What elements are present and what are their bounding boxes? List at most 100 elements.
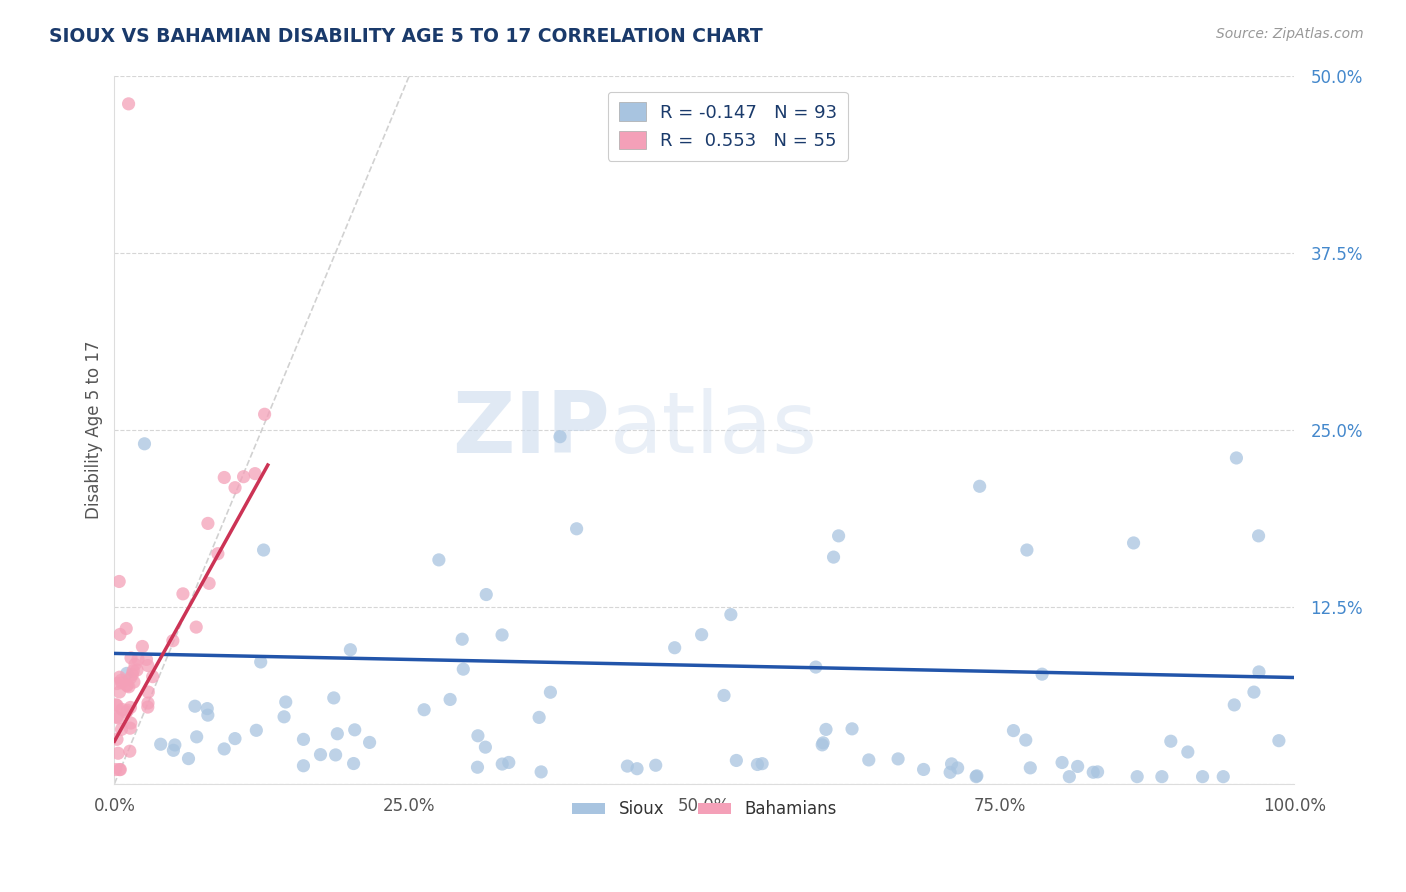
Point xyxy=(1247,529,1270,543)
Point xyxy=(120,651,142,665)
Point xyxy=(149,737,172,751)
Point xyxy=(1122,536,1144,550)
Point xyxy=(713,689,735,703)
Point xyxy=(343,723,366,737)
Point xyxy=(887,752,910,766)
Point xyxy=(1031,667,1053,681)
Point xyxy=(108,574,131,589)
Point xyxy=(467,760,489,774)
Point xyxy=(474,740,496,755)
Point xyxy=(747,757,769,772)
Point xyxy=(127,652,149,666)
Point xyxy=(108,627,131,641)
Point xyxy=(111,675,134,690)
Point xyxy=(224,481,246,495)
Point xyxy=(292,732,315,747)
Point xyxy=(125,663,148,677)
Point xyxy=(966,769,988,783)
Point xyxy=(413,703,436,717)
Point xyxy=(104,698,127,712)
Text: SIOUX VS BAHAMIAN DISABILITY AGE 5 TO 17 CORRELATION CHART: SIOUX VS BAHAMIAN DISABILITY AGE 5 TO 17… xyxy=(49,27,763,45)
Point xyxy=(359,735,381,749)
Point xyxy=(224,731,246,746)
Point xyxy=(107,746,129,760)
Point xyxy=(690,627,713,641)
Point xyxy=(626,762,648,776)
Point xyxy=(969,479,991,493)
Point xyxy=(195,701,218,715)
Point xyxy=(105,676,128,690)
Point xyxy=(1150,770,1173,784)
Point xyxy=(186,620,208,634)
Point xyxy=(124,657,146,672)
Point xyxy=(309,747,332,762)
Point xyxy=(439,692,461,706)
Point xyxy=(1160,734,1182,748)
Point xyxy=(136,696,159,710)
Point xyxy=(644,758,666,772)
Point xyxy=(664,640,686,655)
Point xyxy=(232,469,254,483)
Point xyxy=(1087,764,1109,779)
Point xyxy=(117,96,139,111)
Point xyxy=(122,675,145,690)
Point xyxy=(111,702,134,716)
Point xyxy=(108,685,131,699)
Point xyxy=(198,576,221,591)
Point xyxy=(1225,450,1247,465)
Point xyxy=(751,756,773,771)
Point xyxy=(245,723,267,738)
Point xyxy=(163,738,186,752)
Point xyxy=(527,710,550,724)
Point xyxy=(134,437,156,451)
Point xyxy=(186,730,208,744)
Point xyxy=(105,732,128,747)
Point xyxy=(110,673,132,688)
Point xyxy=(1191,770,1213,784)
Point xyxy=(243,467,266,481)
Point xyxy=(172,587,194,601)
Point xyxy=(118,744,141,758)
Point xyxy=(1212,770,1234,784)
Point xyxy=(342,756,364,771)
Point xyxy=(1002,723,1025,738)
Point xyxy=(823,550,845,565)
Point xyxy=(142,670,165,684)
Point xyxy=(814,723,837,737)
Point xyxy=(214,470,236,484)
Point xyxy=(1223,698,1246,712)
Point xyxy=(1019,761,1042,775)
Point xyxy=(115,622,138,636)
Point xyxy=(491,757,513,772)
Point xyxy=(249,655,271,669)
Point xyxy=(1268,733,1291,747)
Point xyxy=(912,763,935,777)
Point xyxy=(105,698,128,713)
Point xyxy=(720,607,742,622)
Point xyxy=(811,736,834,750)
Point xyxy=(253,407,276,421)
Point xyxy=(1015,543,1038,558)
Text: atlas: atlas xyxy=(610,388,818,471)
Point xyxy=(162,743,184,757)
Point xyxy=(108,670,131,684)
Point xyxy=(325,747,347,762)
Point xyxy=(162,633,184,648)
Point xyxy=(120,716,142,731)
Y-axis label: Disability Age 5 to 17: Disability Age 5 to 17 xyxy=(86,341,103,519)
Point xyxy=(197,708,219,723)
Point xyxy=(1083,765,1105,780)
Point xyxy=(1059,770,1081,784)
Point xyxy=(120,721,142,735)
Point xyxy=(965,770,987,784)
Point xyxy=(136,700,159,714)
Point xyxy=(135,652,157,666)
Point xyxy=(804,660,827,674)
Point xyxy=(941,756,963,771)
Point xyxy=(946,761,969,775)
Point xyxy=(136,658,159,673)
Point xyxy=(811,738,834,752)
Point xyxy=(451,632,474,647)
Point xyxy=(122,664,145,678)
Point xyxy=(136,685,159,699)
